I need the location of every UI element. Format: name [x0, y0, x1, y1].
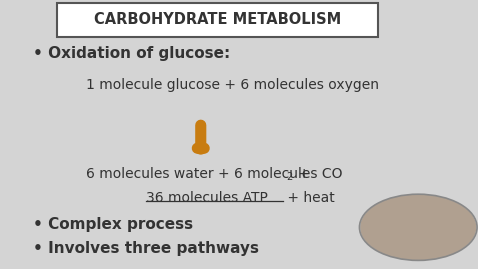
FancyBboxPatch shape: [57, 3, 378, 37]
Text: • Oxidation of glucose:: • Oxidation of glucose:: [33, 46, 231, 61]
Text: + heat: + heat: [283, 191, 335, 205]
Text: +: +: [294, 167, 310, 180]
Text: • Complex process: • Complex process: [33, 217, 194, 232]
Text: 6 molecules water + 6 molecules CO: 6 molecules water + 6 molecules CO: [86, 167, 343, 180]
Text: • Involves three pathways: • Involves three pathways: [33, 241, 260, 256]
Text: 2: 2: [286, 172, 292, 182]
Text: 1 molecule glucose + 6 molecules oxygen: 1 molecule glucose + 6 molecules oxygen: [86, 78, 379, 92]
Text: CARBOHYDRATE METABOLISM: CARBOHYDRATE METABOLISM: [94, 12, 341, 27]
Text: 36 molecules ATP: 36 molecules ATP: [146, 191, 268, 205]
Circle shape: [361, 195, 476, 260]
